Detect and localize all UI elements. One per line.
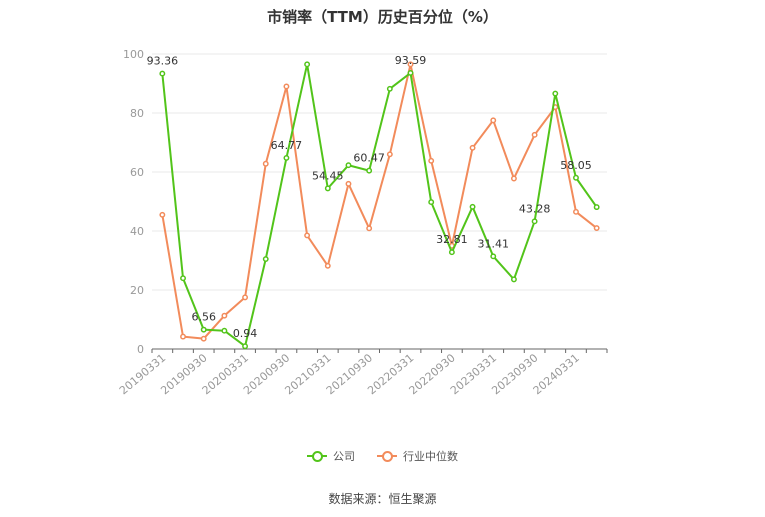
series-layer xyxy=(159,61,600,350)
data-point-industry xyxy=(593,225,600,232)
data-label: 60.47 xyxy=(353,152,385,165)
data-point-company xyxy=(283,154,290,161)
data-point-industry xyxy=(510,175,517,182)
data-point-industry xyxy=(428,157,435,164)
data-point-industry xyxy=(531,131,538,138)
data-point-industry xyxy=(573,208,579,215)
data-label: 31.41 xyxy=(478,237,510,250)
data-point-company xyxy=(386,85,393,92)
data-label: 43.28 xyxy=(519,202,551,215)
data-point-industry xyxy=(324,262,331,269)
data-point-company xyxy=(593,204,600,211)
data-label: 93.36 xyxy=(147,55,179,68)
legend: 公司 行业中位数 xyxy=(0,448,765,464)
data-point-company xyxy=(469,203,476,210)
data-point-industry xyxy=(490,117,497,124)
label-layer: 93.36 6.56 0.94 64.77 54.45 60.47 93.59 32.81 31… xyxy=(147,54,592,340)
y-tick-label: 0 xyxy=(137,343,144,356)
data-point-company xyxy=(180,275,186,282)
data-point-company xyxy=(200,326,207,333)
data-label: 0.94 xyxy=(233,327,258,340)
data-label: 32.81 xyxy=(436,233,468,246)
legend-swatch-industry xyxy=(377,450,397,462)
data-point-industry xyxy=(386,151,393,158)
data-point-company xyxy=(366,167,373,174)
data-point-industry xyxy=(200,335,207,342)
y-tick-label: 80 xyxy=(130,107,144,120)
data-point-company xyxy=(531,218,538,225)
grid-layer xyxy=(152,53,607,291)
series-line-company xyxy=(161,63,598,348)
data-point-company xyxy=(490,253,497,260)
legend-label-industry: 行业中位数 xyxy=(403,450,458,463)
chart-title: 市销率（TTM）历史百分位（%） xyxy=(267,8,498,26)
y-tick-label: 40 xyxy=(130,225,144,238)
data-point-company xyxy=(510,276,517,283)
data-label: 93.59 xyxy=(395,54,427,67)
data-point-company xyxy=(221,327,228,334)
data-point-industry xyxy=(283,83,290,90)
data-point-company xyxy=(159,70,166,77)
data-point-company xyxy=(345,162,352,169)
data-point-company xyxy=(324,185,331,192)
line-chart: 0204060801002019033120190930202003312020… xyxy=(117,48,608,397)
data-point-company xyxy=(242,343,249,350)
data-point-industry xyxy=(304,232,311,239)
y-tick-label: 20 xyxy=(130,284,144,297)
legend-item-industry[interactable]: 行业中位数 xyxy=(377,448,458,464)
data-label: 58.05 xyxy=(560,159,592,172)
y-tick-label: 60 xyxy=(130,166,144,179)
legend-swatch-company xyxy=(307,450,327,462)
data-point-industry xyxy=(366,225,373,232)
data-label: 54.45 xyxy=(312,169,344,182)
data-point-company xyxy=(262,256,269,262)
data-point-company xyxy=(304,61,311,68)
data-point-industry xyxy=(221,312,228,319)
data-label: 6.56 xyxy=(191,311,216,324)
data-point-company xyxy=(407,69,414,76)
data-point-industry xyxy=(262,160,269,167)
data-point-company xyxy=(552,90,559,97)
data-point-company xyxy=(448,249,455,256)
y-tick-label: 100 xyxy=(123,48,144,61)
data-point-industry xyxy=(469,144,476,151)
data-point-company xyxy=(573,174,579,181)
legend-label-company: 公司 xyxy=(333,450,355,463)
data-point-company xyxy=(428,199,435,206)
data-point-industry xyxy=(407,61,414,68)
data-point-industry xyxy=(159,211,166,218)
data-point-industry xyxy=(180,333,186,340)
x-tick-label: 20240331 xyxy=(531,351,582,397)
legend-item-company[interactable]: 公司 xyxy=(307,448,355,464)
data-point-industry xyxy=(242,294,249,301)
data-label: 64.77 xyxy=(271,139,303,152)
series-line-industry xyxy=(161,63,598,340)
data-source: 数据来源：恒生聚源 xyxy=(328,492,437,506)
data-point-industry xyxy=(345,180,352,187)
